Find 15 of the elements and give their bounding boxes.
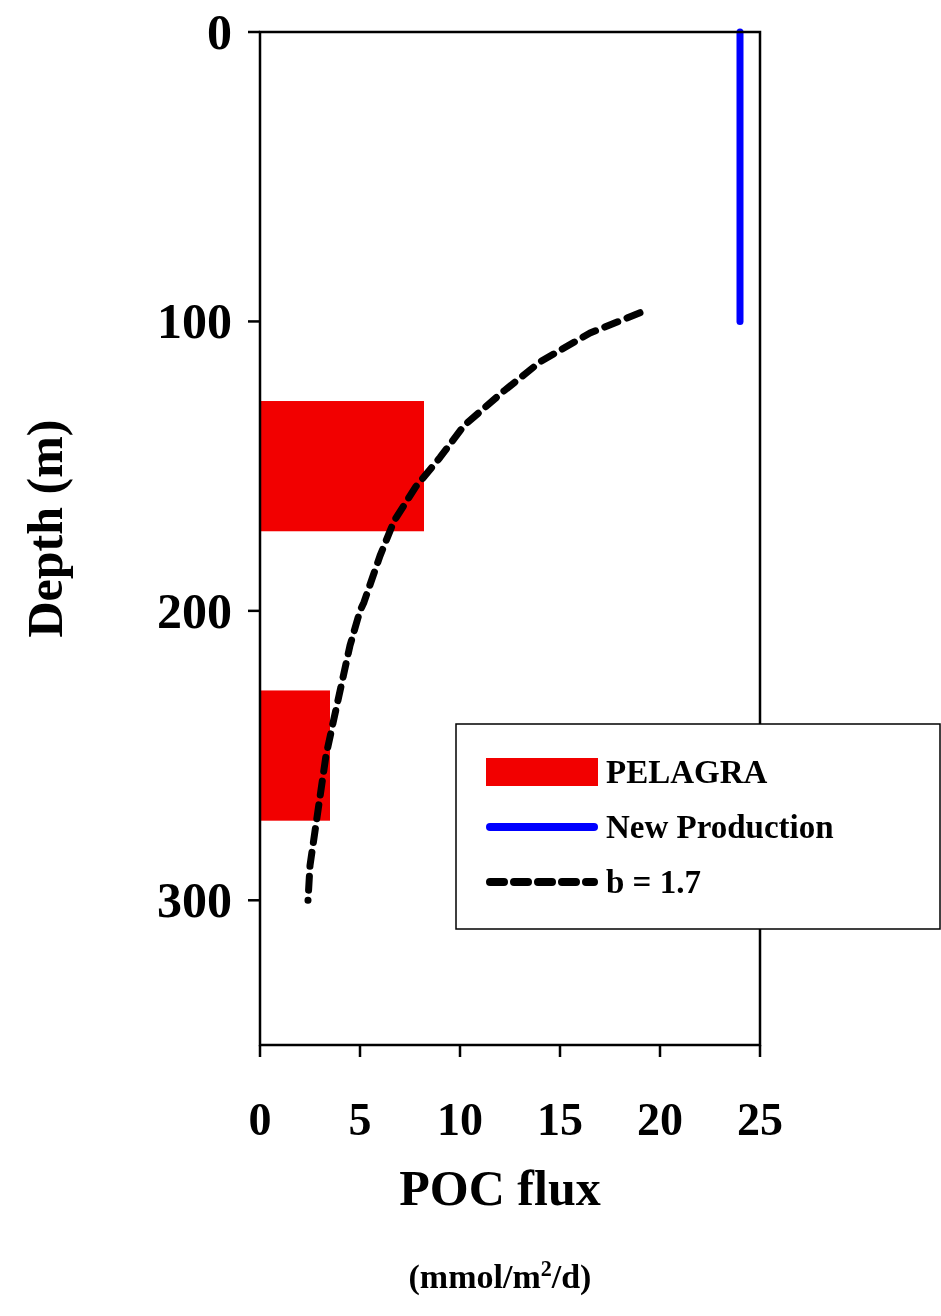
y-tick-label: 200 <box>157 582 232 639</box>
y-tick-label: 100 <box>157 293 232 350</box>
x-tick-label: 0 <box>248 1094 272 1145</box>
x-tick-label: 15 <box>537 1094 583 1145</box>
x-tick-label: 10 <box>437 1094 483 1145</box>
x-tick-label: 25 <box>737 1094 783 1145</box>
y-tick-label: 0 <box>207 4 232 60</box>
legend-label: PELAGRA <box>606 754 768 790</box>
y-tick-label: 300 <box>157 872 232 929</box>
legend-label: b = 1.7 <box>606 864 701 900</box>
x-tick-label: 20 <box>637 1094 683 1145</box>
y-axis-title: Depth (m) <box>17 419 73 638</box>
x-axis-title: POC flux (mmol/m$^{2}$/d) <box>399 1160 601 1296</box>
x-tick-label: 5 <box>348 1094 372 1145</box>
legend-label: New Production <box>606 809 834 845</box>
